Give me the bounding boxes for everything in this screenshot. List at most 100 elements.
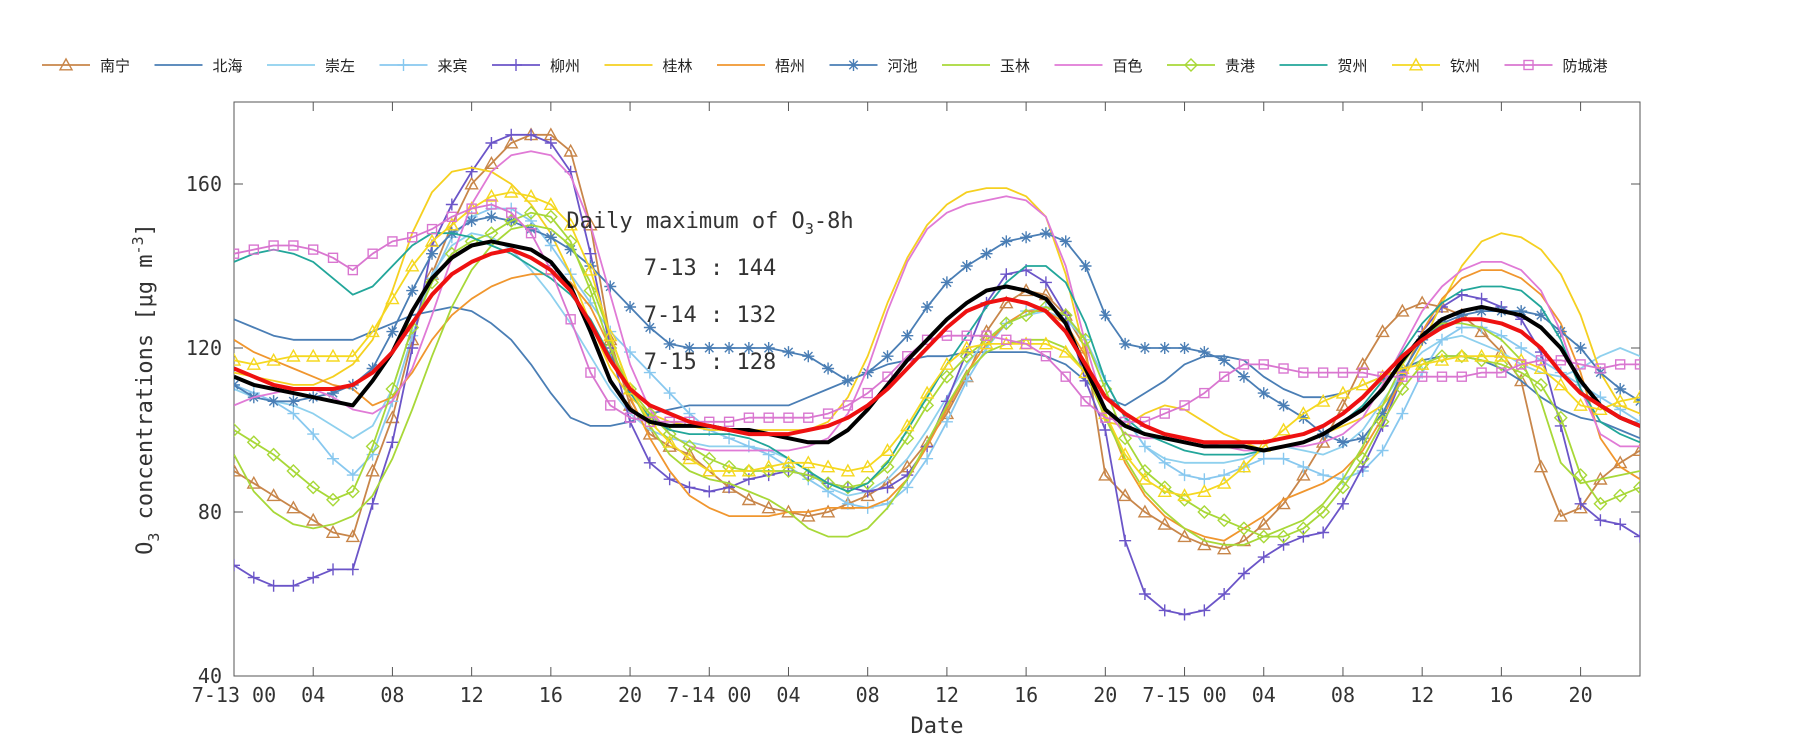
data-point (1634, 530, 1640, 543)
data-point (847, 59, 860, 71)
data-point (1257, 452, 1270, 465)
data-point (703, 485, 716, 498)
data-point (266, 447, 281, 462)
data-point (246, 435, 261, 450)
data-point (1177, 529, 1192, 543)
data-point (1594, 514, 1607, 527)
data-point (941, 330, 953, 341)
data-point (266, 352, 281, 366)
data-point (1395, 303, 1410, 317)
data-point (234, 352, 242, 366)
data-point (1715, 385, 1724, 394)
data-point (1258, 359, 1269, 370)
data-point (1336, 497, 1349, 510)
series-line (234, 166, 1640, 452)
data-point (1414, 356, 1430, 370)
data-point (406, 342, 419, 354)
data-point (1573, 397, 1588, 411)
data-point (1296, 467, 1311, 481)
series-line (234, 232, 1640, 493)
legend-item: 柳州 (492, 57, 580, 75)
data-point (1535, 355, 1547, 366)
data-point (1357, 367, 1368, 378)
data-point (1098, 467, 1113, 481)
data-point (288, 240, 299, 251)
data-point (1198, 473, 1211, 486)
data-point (1336, 436, 1349, 449)
data-point (326, 492, 341, 507)
data-point (1632, 443, 1640, 456)
data-point (1178, 608, 1191, 621)
data-point (1277, 452, 1290, 465)
data-point (1693, 424, 1705, 436)
data-point (1496, 367, 1507, 378)
data-point (1693, 531, 1705, 543)
legend-item: 贵港 (1167, 57, 1255, 75)
data-point (1276, 422, 1291, 436)
data-point (266, 488, 281, 502)
data-point (287, 395, 300, 408)
annotation: Daily maximum of O3-8h 7-13 : 144 7-14 : 1… (566, 209, 853, 375)
legend-label: 贵港 (1225, 57, 1255, 75)
data-point (801, 508, 816, 522)
data-point (234, 248, 240, 259)
data-point (425, 275, 440, 290)
data-point (1119, 337, 1132, 350)
data-point (505, 128, 518, 141)
data-point (327, 563, 340, 576)
data-point (1298, 367, 1309, 378)
data-point (1733, 514, 1745, 526)
data-point (1375, 324, 1390, 338)
series-贺州 (234, 232, 1640, 493)
data-point (1415, 357, 1430, 372)
legend-item: 来宾 (379, 57, 468, 75)
data-point (683, 342, 696, 354)
x-tick-label: 16 (1489, 683, 1513, 707)
data-point (703, 342, 716, 354)
data-point (921, 301, 934, 313)
data-point (1001, 334, 1012, 345)
data-point (624, 301, 637, 313)
data-point (346, 563, 359, 576)
data-point (662, 434, 677, 448)
data-point (563, 217, 578, 231)
data-point (1218, 588, 1231, 600)
data-point (1674, 440, 1686, 451)
data-point (1256, 529, 1271, 544)
data-point (741, 492, 757, 506)
data-point (1574, 342, 1587, 354)
data-point (1277, 538, 1290, 551)
data-point (1040, 351, 1052, 362)
data-point (1236, 521, 1251, 536)
data-point (919, 385, 935, 399)
legend-label: 钦州 (1450, 57, 1480, 75)
x-tick-label: 16 (539, 683, 563, 707)
data-point (1456, 371, 1467, 382)
data-point (525, 227, 537, 239)
data-point (287, 579, 300, 592)
data-point (959, 340, 974, 354)
series-玉林 (234, 224, 1640, 546)
data-point (860, 488, 875, 502)
data-point (761, 459, 776, 473)
data-point (921, 452, 934, 465)
data-point (268, 240, 279, 251)
data-point (1634, 359, 1640, 370)
data-point (1574, 497, 1587, 510)
data-point (1595, 363, 1606, 374)
data-point (939, 369, 954, 384)
data-point (1216, 475, 1232, 489)
data-point (1356, 432, 1369, 445)
data-point (445, 198, 458, 211)
data-point (1277, 399, 1290, 412)
data-point (1158, 604, 1171, 617)
data-point (1000, 235, 1013, 248)
annotation-title: Daily maximum of O3-8h (566, 209, 853, 238)
data-point (306, 512, 321, 526)
data-point (1634, 415, 1640, 428)
data-point (840, 463, 856, 477)
series-百色 (234, 150, 1640, 452)
data-point (1158, 342, 1171, 354)
data-point (524, 205, 539, 220)
